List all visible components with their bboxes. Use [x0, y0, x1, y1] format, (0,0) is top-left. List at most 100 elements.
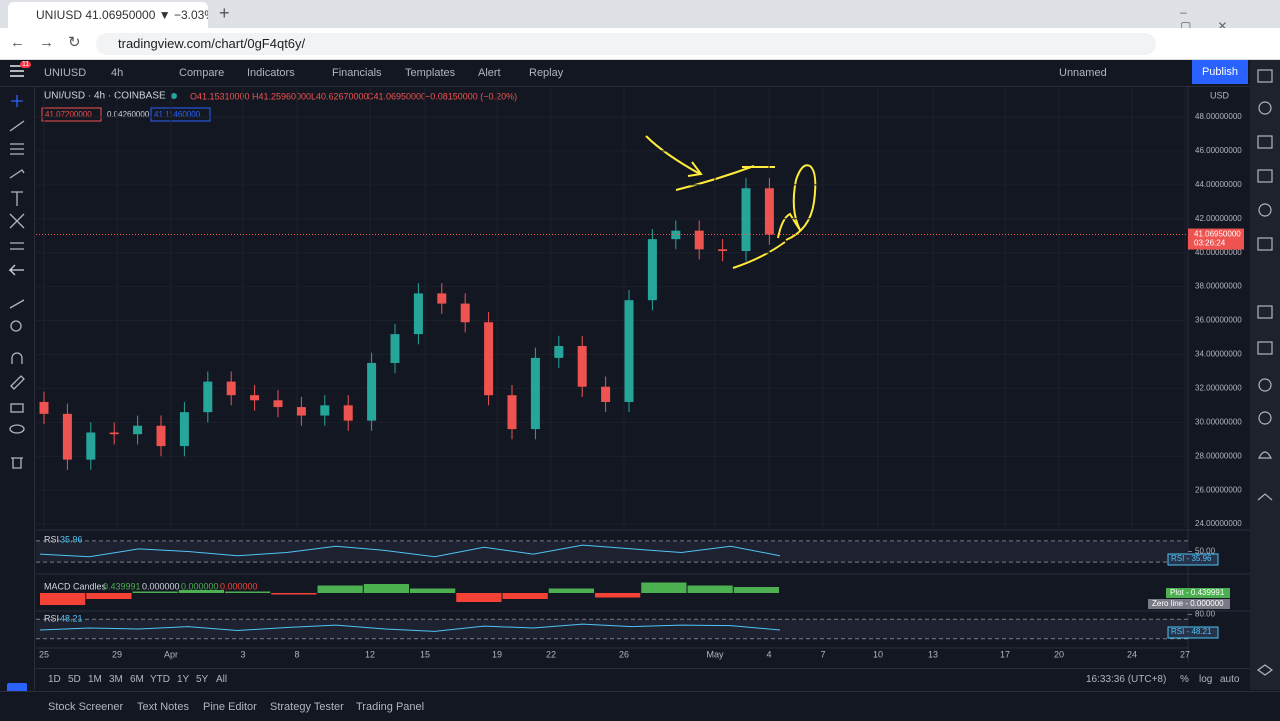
- footer-tab[interactable]: Trading Panel: [356, 701, 425, 713]
- range-button[interactable]: 3M: [109, 674, 123, 685]
- y-tick-label: 26.00000000: [1195, 485, 1242, 494]
- candle-body: [296, 407, 306, 416]
- macd-bar: [410, 588, 456, 593]
- toolbar-item[interactable]: Compare: [179, 67, 225, 79]
- macd-bar: [548, 588, 594, 593]
- tool-icons: [8, 95, 25, 469]
- macd-bar: [40, 593, 86, 605]
- rsi-band: [36, 619, 1188, 639]
- countdown: 03:26:24: [1194, 239, 1226, 248]
- range-button[interactable]: 1Y: [177, 674, 190, 685]
- y-tick-label: 44.00000000: [1195, 180, 1242, 189]
- pane-value: 0.000000: [220, 581, 258, 591]
- interval[interactable]: 4h: [111, 67, 124, 79]
- x-tick-label: 24: [1127, 649, 1137, 659]
- candle-body: [601, 386, 611, 402]
- pane-tag: [1167, 626, 1219, 639]
- pane-name: RSI: [44, 534, 59, 544]
- x-tick-label: 17: [1000, 649, 1010, 659]
- range-button[interactable]: 1D: [48, 674, 61, 685]
- ohlc-value: C41.06950000: [367, 91, 426, 101]
- candle-body: [764, 188, 774, 235]
- y-tick-label: 42.00000000: [1195, 214, 1242, 223]
- pane-tag-label: RSI - 35.96: [1171, 554, 1212, 563]
- quote-box: [41, 107, 102, 122]
- drawing: [645, 135, 817, 269]
- y-tick-label: 32.00000000: [1195, 384, 1242, 393]
- pane-tag: [1166, 588, 1230, 598]
- ohlc-value: −0.08150000 (−0.20%): [425, 91, 517, 101]
- pane-value: 0.439991: [103, 581, 141, 591]
- url[interactable]: tradingview.com/chart/0gF4qt6y/: [96, 33, 1156, 55]
- footer-tab[interactable]: Stock Screener: [48, 701, 124, 713]
- footer-tab[interactable]: Pine Editor: [203, 701, 257, 713]
- x-tick-label: 29: [112, 649, 122, 659]
- pane-value: 35.96: [60, 534, 83, 544]
- macd-bar: [225, 591, 271, 593]
- bottom-bar: 1D 5D 1M 3M 6M YTD 1Y 5Y All 16:33:36 (UTC+8)% log…: [34, 668, 1250, 691]
- x-tick-label: 19: [492, 649, 502, 659]
- pane-name: RSI: [44, 613, 59, 623]
- y-tick-label: 28.00000000: [1195, 451, 1242, 460]
- candle-body: [624, 300, 634, 402]
- range-button[interactable]: 5D: [68, 674, 81, 685]
- browser-tab[interactable]: UNIUSD 41.06950000 ▼ −3.03%: [8, 2, 208, 28]
- symbol[interactable]: UNIUSD: [44, 67, 87, 79]
- right-sidebar: [1250, 60, 1280, 690]
- candle-body: [530, 357, 540, 430]
- y-tick-label: 38.00000000: [1195, 282, 1242, 291]
- x-tick-label: Apr: [164, 649, 178, 659]
- x-tick-label: 25: [39, 649, 49, 659]
- candle-body: [507, 395, 517, 430]
- footer-tab[interactable]: Strategy Tester: [270, 701, 344, 713]
- candle-body: [413, 293, 423, 335]
- y-tick-label: 50.00: [1195, 547, 1216, 556]
- macd-bar: [317, 585, 363, 593]
- x-tick-label: 15: [420, 649, 430, 659]
- pane-name: MACD Candles: [44, 581, 107, 591]
- toolbar-item[interactable]: Financials: [332, 67, 382, 79]
- address-bar: ←→↻ tradingview.com/chart/0gF4qt6y/: [0, 28, 1280, 60]
- ohlc-value: O41.15310000: [190, 91, 250, 101]
- nav-buttons[interactable]: ←→↻: [10, 34, 95, 51]
- range-button[interactable]: All: [216, 674, 228, 685]
- scale-option[interactable]: auto: [1220, 674, 1240, 685]
- scale-option[interactable]: log: [1199, 674, 1213, 685]
- footer-tab[interactable]: Text Notes: [137, 701, 189, 713]
- toolbar-item[interactable]: Replay: [529, 67, 564, 79]
- rsi-line: [39, 544, 781, 558]
- tab-strip: UNIUSD 41.06950000 ▼ −3.03% + –▢✕: [0, 0, 1280, 33]
- x-tick-label: 26: [619, 649, 629, 659]
- candle-body: [367, 362, 377, 421]
- candle-body: [320, 405, 330, 416]
- layout-name[interactable]: Unnamed: [1059, 67, 1107, 79]
- y-tick-label: 34.00000000: [1195, 350, 1242, 359]
- candle-body: [226, 381, 236, 396]
- macd-bar: [687, 585, 733, 593]
- range-button[interactable]: 6M: [130, 674, 144, 685]
- toolbar-item[interactable]: Templates: [405, 67, 456, 79]
- x-tick-label: 10: [873, 649, 883, 659]
- x-tick-label: 13: [928, 649, 938, 659]
- publish-button[interactable]: Publish: [1192, 60, 1248, 84]
- macd-bar: [456, 593, 502, 602]
- sidebar-icons: [1256, 69, 1274, 676]
- candle-body: [694, 230, 704, 250]
- toolbar-item[interactable]: Indicators: [247, 67, 295, 79]
- footer-tabs: Stock Screener Text Notes Pine Editor Strat…: [0, 691, 1280, 721]
- range-button[interactable]: 1M: [88, 674, 102, 685]
- candle-body: [179, 412, 189, 447]
- range-button[interactable]: YTD: [150, 674, 170, 685]
- pane-tag-label: Plot - 0.439991: [1170, 588, 1225, 597]
- range-button[interactable]: 5Y: [196, 674, 209, 685]
- menu[interactable]: [10, 65, 24, 67]
- toolbar-item[interactable]: Alert: [478, 67, 501, 79]
- macd-bar: [86, 593, 132, 599]
- candle-body: [741, 188, 751, 252]
- new-tab[interactable]: +: [219, 3, 230, 23]
- candle-body: [156, 425, 166, 447]
- ohlc-value: H41.25960000: [252, 91, 311, 101]
- candle-body: [203, 381, 213, 413]
- scale-option[interactable]: %: [1180, 674, 1189, 685]
- macd-bar: [132, 591, 178, 593]
